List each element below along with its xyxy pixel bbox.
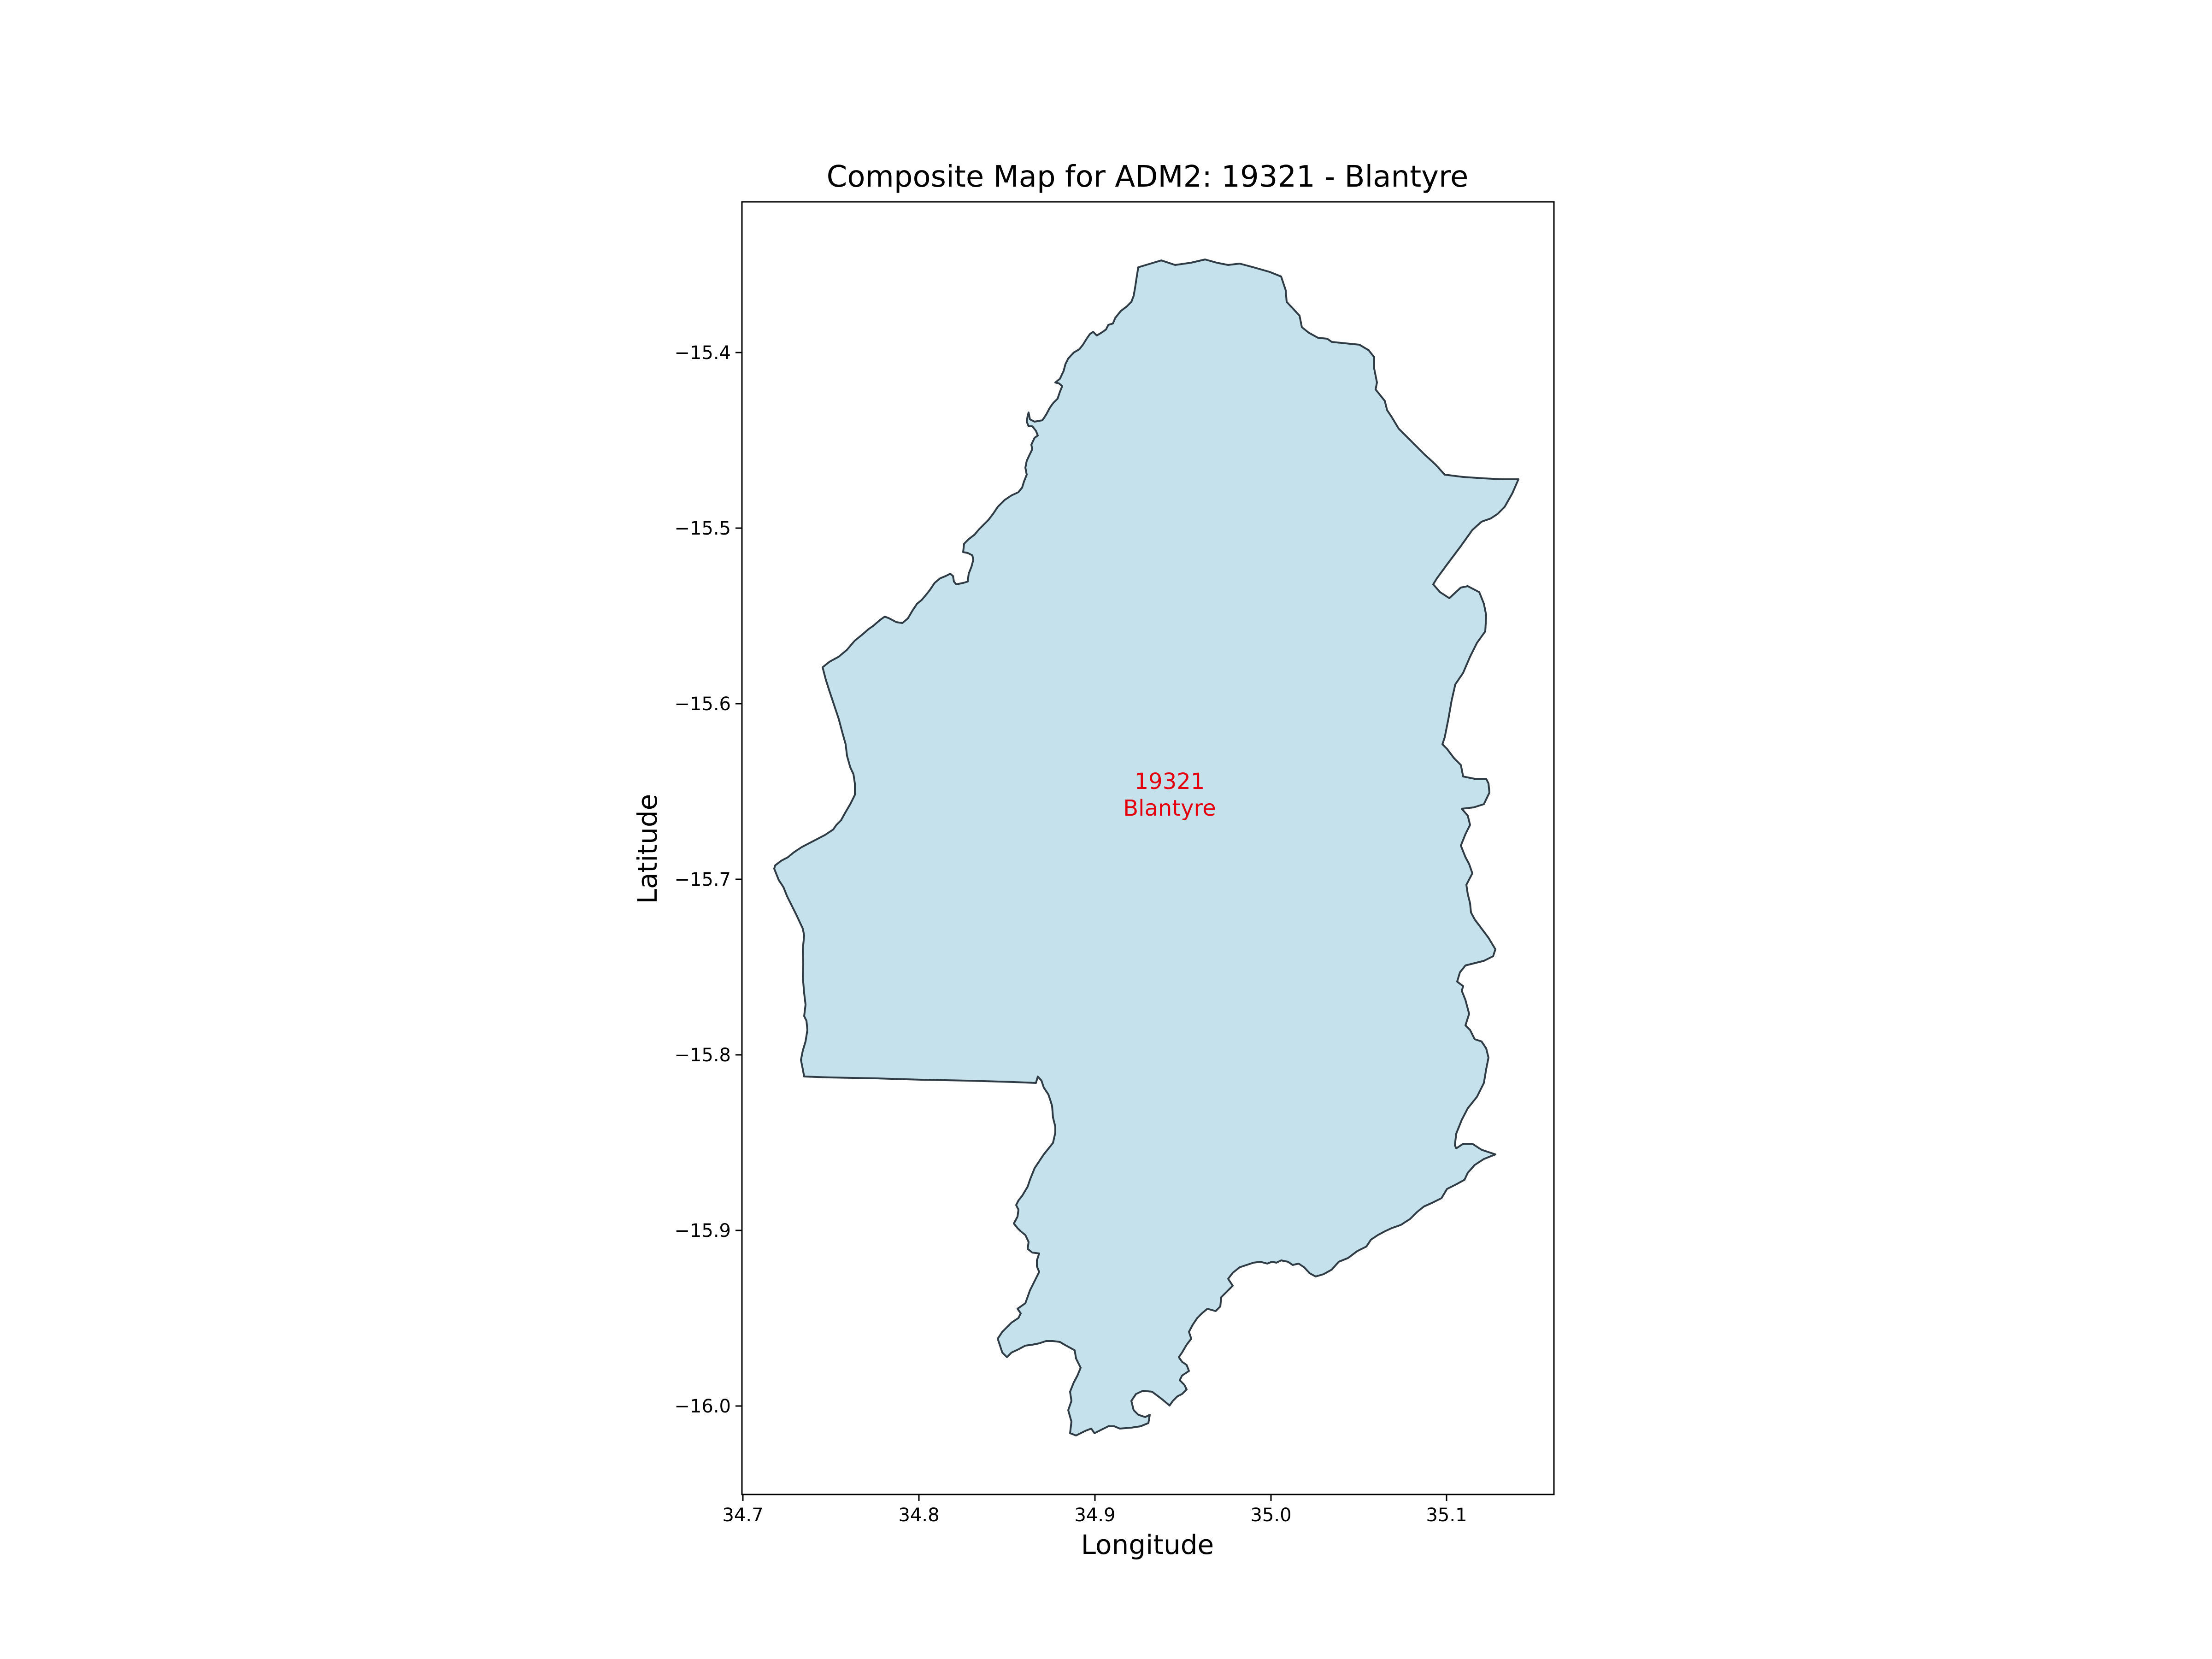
- y-tick-label: −15.9: [674, 1220, 731, 1241]
- x-tick-label: 34.7: [722, 1505, 763, 1526]
- region-polygon-blantyre: [773, 259, 1519, 1436]
- map-title: Composite Map for ADM2: 19321 - Blantyre: [827, 160, 1469, 194]
- y-tick-label: −15.5: [674, 518, 731, 539]
- x-tick-label: 35.0: [1250, 1505, 1291, 1526]
- y-tick-label: −16.0: [674, 1396, 731, 1417]
- y-tick-label: −15.7: [674, 869, 731, 890]
- y-axis-ticks: −15.4 −15.5 −15.6 −15.7 −15.8 −15.9 −16.0: [674, 342, 742, 1417]
- y-tick-label: −15.8: [674, 1045, 731, 1066]
- x-axis-ticks: 34.7 34.8 34.9 35.0 35.1: [722, 1494, 1467, 1526]
- x-tick-label: 34.8: [898, 1505, 939, 1526]
- y-tick-label: −15.4: [674, 342, 731, 364]
- x-axis-label: Longitude: [1081, 1529, 1214, 1560]
- region-label-name: Blantyre: [1123, 795, 1216, 821]
- x-tick-label: 35.1: [1426, 1505, 1467, 1526]
- y-axis-label: Latitude: [632, 794, 663, 904]
- y-tick-label: −15.6: [674, 694, 731, 715]
- x-tick-label: 34.9: [1074, 1505, 1115, 1526]
- region-label-code: 19321: [1135, 769, 1205, 794]
- plot-frame: [741, 201, 1555, 1495]
